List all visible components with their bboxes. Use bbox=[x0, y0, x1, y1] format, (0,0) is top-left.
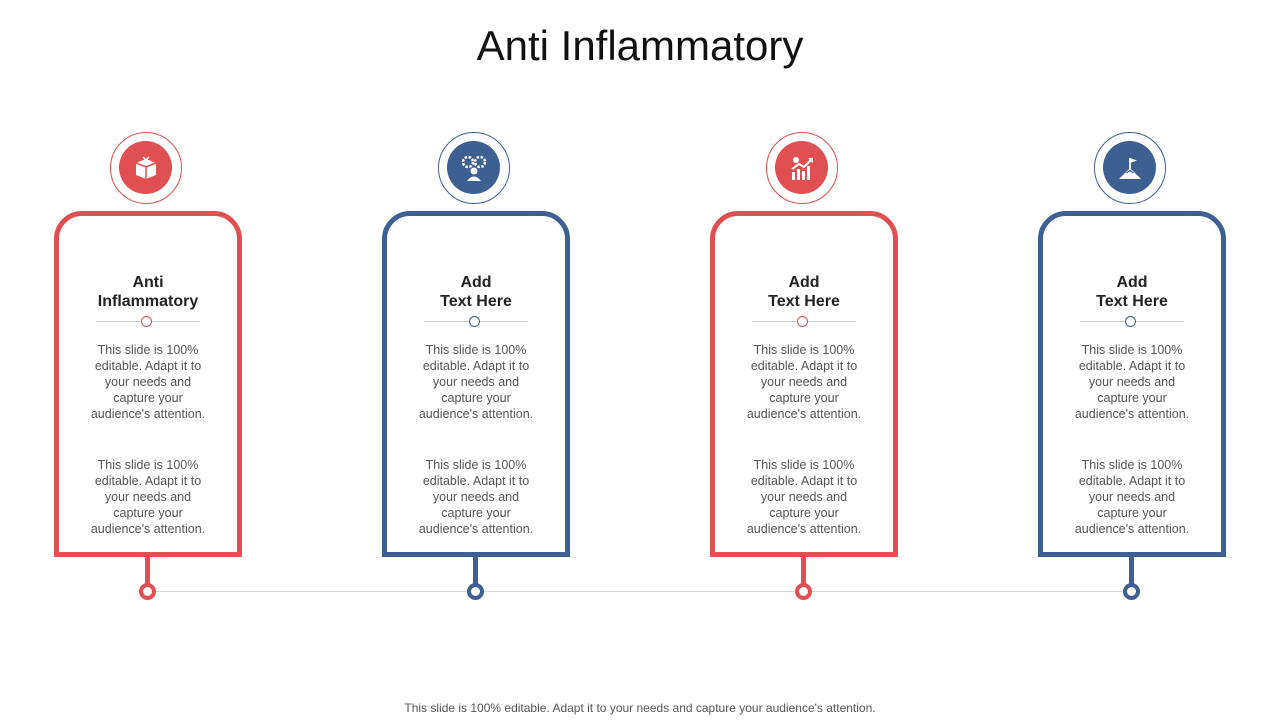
timeline-node bbox=[139, 583, 156, 600]
card-paragraph: This slide is 100% editable. Adapt it to… bbox=[1074, 458, 1190, 536]
card: Add Text Here This slide is 100% editabl… bbox=[1038, 211, 1226, 557]
card-paragraph: This slide is 100% editable. Adapt it to… bbox=[90, 458, 206, 536]
divider-dot bbox=[1125, 316, 1136, 327]
card-title-line: Add bbox=[1116, 274, 1148, 291]
timeline-node bbox=[795, 583, 812, 600]
card-title-line: Text Here bbox=[440, 293, 512, 310]
card-title-line: Anti bbox=[132, 274, 164, 291]
card-title-line: Add bbox=[460, 274, 492, 291]
icon-ring bbox=[110, 132, 182, 204]
icon-ring bbox=[438, 132, 510, 204]
footer-note: This slide is 100% editable. Adapt it to… bbox=[404, 701, 876, 715]
divider-dot bbox=[141, 316, 152, 327]
divider-dot bbox=[797, 316, 808, 327]
card-title: Anti Inflammatory bbox=[59, 273, 237, 311]
timeline-node bbox=[1123, 583, 1140, 600]
step-column-2: Add Text Here This slide is 100% editabl… bbox=[382, 0, 570, 610]
card-paragraph: This slide is 100% editable. Adapt it to… bbox=[90, 343, 206, 421]
timeline-line bbox=[148, 591, 1132, 592]
card-paragraph: This slide is 100% editable. Adapt it to… bbox=[1074, 343, 1190, 421]
timeline-stem bbox=[473, 557, 478, 584]
timeline-stem bbox=[145, 557, 150, 584]
mountain-flag-icon bbox=[1103, 141, 1156, 194]
icon-ring bbox=[766, 132, 838, 204]
card-title: Add Text Here bbox=[1043, 273, 1221, 311]
growth-chart-icon bbox=[775, 141, 828, 194]
icon-ring bbox=[1094, 132, 1166, 204]
step-column-4: Add Text Here This slide is 100% editabl… bbox=[1038, 0, 1226, 610]
slide-title: Anti Inflammatory bbox=[476, 22, 804, 69]
box-icon bbox=[119, 141, 172, 194]
timeline-stem bbox=[1129, 557, 1134, 584]
card-title-line: Text Here bbox=[1096, 293, 1168, 310]
divider-dot bbox=[469, 316, 480, 327]
gears-person-icon bbox=[447, 141, 500, 194]
card-title: Add Text Here bbox=[715, 273, 893, 311]
card: Add Text Here This slide is 100% editabl… bbox=[710, 211, 898, 557]
card-title-line: Inflammatory bbox=[97, 293, 199, 310]
card: Add Text Here This slide is 100% editabl… bbox=[382, 211, 570, 557]
timeline-stem bbox=[801, 557, 806, 584]
card: Anti Inflammatory This slide is 100% edi… bbox=[54, 211, 242, 557]
card-paragraph: This slide is 100% editable. Adapt it to… bbox=[746, 343, 862, 421]
card-paragraph: This slide is 100% editable. Adapt it to… bbox=[418, 343, 534, 421]
card-paragraph: This slide is 100% editable. Adapt it to… bbox=[746, 458, 862, 536]
card-title-line: Add bbox=[788, 274, 820, 291]
timeline-node bbox=[467, 583, 484, 600]
step-column-1: Anti Inflammatory This slide is 100% edi… bbox=[54, 0, 242, 610]
card-paragraph: This slide is 100% editable. Adapt it to… bbox=[418, 458, 534, 536]
card-title-line: Text Here bbox=[768, 293, 840, 310]
step-column-3: Add Text Here This slide is 100% editabl… bbox=[710, 0, 898, 610]
card-title: Add Text Here bbox=[387, 273, 565, 311]
